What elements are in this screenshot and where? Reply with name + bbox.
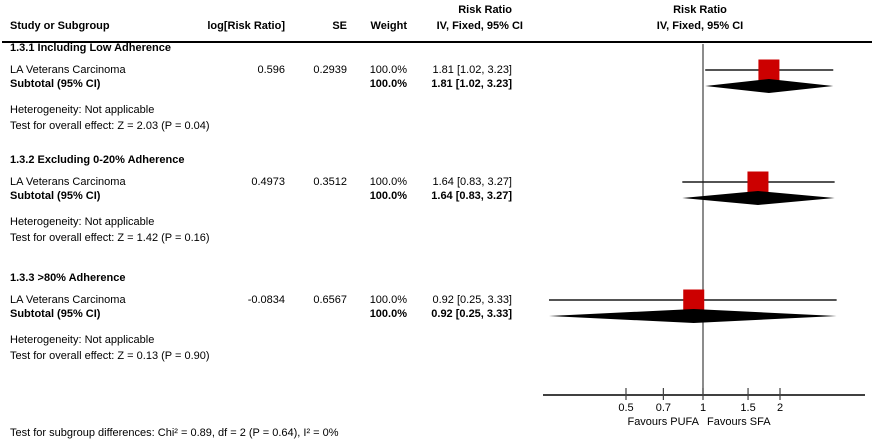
- column-header-log-risk-ratio: log[Risk Ratio]: [207, 20, 285, 32]
- axis-tick-label: 2: [776, 402, 784, 414]
- study-se: 0.3512: [313, 176, 347, 188]
- study-name: LA Veterans Carcinoma: [10, 64, 126, 76]
- study-marker: [747, 171, 769, 193]
- subtotal-diamond: [705, 79, 834, 93]
- subtotal-diamond: [682, 191, 835, 205]
- study-effect: 1.64 [0.83, 3.27]: [432, 176, 512, 188]
- study-effect: 1.81 [1.02, 3.23]: [432, 64, 512, 76]
- study-se: 0.2939: [313, 64, 347, 76]
- overall-effect-text: Test for overall effect: Z = 1.42 (P = 0…: [10, 232, 210, 244]
- subtotal-label: Subtotal (95% CI): [10, 308, 101, 320]
- heterogeneity-text: Heterogeneity: Not applicable: [10, 104, 155, 116]
- column-header-study: Study or Subgroup: [10, 20, 110, 32]
- subgroup-difference-test: Test for subgroup differences: Chi² = 0.…: [10, 427, 339, 439]
- column-header-se: SE: [332, 20, 347, 32]
- subtotal-effect: 0.92 [0.25, 3.33]: [431, 308, 512, 320]
- axis-tick-label: 0.7: [655, 402, 671, 414]
- study-effect: 0.92 [0.25, 3.33]: [432, 294, 512, 306]
- study-marker: [683, 289, 705, 311]
- header-rule: [2, 41, 872, 43]
- subgroup-title: 1.3.2 Excluding 0-20% Adherence: [10, 154, 185, 166]
- favours-left-label: Favours PUFA: [627, 416, 699, 428]
- subgroup-title: 1.3.3 >80% Adherence: [10, 272, 126, 284]
- subtotal-weight: 100.0%: [369, 308, 407, 320]
- study-name: LA Veterans Carcinoma: [10, 294, 126, 306]
- axis-tick-label: 1.5: [740, 402, 756, 414]
- subtotal-weight: 100.0%: [369, 190, 407, 202]
- study-weight: 100.0%: [369, 294, 407, 306]
- subtotal-effect: 1.81 [1.02, 3.23]: [431, 78, 512, 90]
- subtotal-label: Subtotal (95% CI): [10, 78, 101, 90]
- subtotal-effect: 1.64 [0.83, 3.27]: [431, 190, 512, 202]
- column-header-effect-line1: Risk Ratio: [458, 4, 512, 16]
- favours-right-label: Favours SFA: [707, 416, 771, 428]
- subtotal-diamond: [548, 309, 837, 323]
- study-log-rr: 0.4973: [251, 176, 285, 188]
- study-log-rr: 0.596: [257, 64, 285, 76]
- axis-tick-label: 0.5: [618, 402, 634, 414]
- subgroup-title: 1.3.1 Including Low Adherence: [10, 42, 171, 54]
- overall-effect-text: Test for overall effect: Z = 2.03 (P = 0…: [10, 120, 210, 132]
- heterogeneity-text: Heterogeneity: Not applicable: [10, 334, 155, 346]
- study-weight: 100.0%: [369, 176, 407, 188]
- plot-header-effect-line1: Risk Ratio: [673, 4, 727, 16]
- column-header-weight: Weight: [370, 20, 407, 32]
- study-se: 0.6567: [313, 294, 347, 306]
- study-log-rr: -0.0834: [247, 294, 285, 306]
- study-name: LA Veterans Carcinoma: [10, 176, 126, 188]
- axis-tick-label: 1: [699, 402, 707, 414]
- plot-header-effect-line2: IV, Fixed, 95% CI: [656, 20, 744, 32]
- column-header-effect-line2: IV, Fixed, 95% CI: [436, 20, 523, 32]
- study-weight: 100.0%: [369, 64, 407, 76]
- subtotal-weight: 100.0%: [369, 78, 407, 90]
- study-marker: [758, 59, 780, 81]
- heterogeneity-text: Heterogeneity: Not applicable: [10, 216, 155, 228]
- subtotal-label: Subtotal (95% CI): [10, 190, 101, 202]
- overall-effect-text: Test for overall effect: Z = 0.13 (P = 0…: [10, 350, 210, 362]
